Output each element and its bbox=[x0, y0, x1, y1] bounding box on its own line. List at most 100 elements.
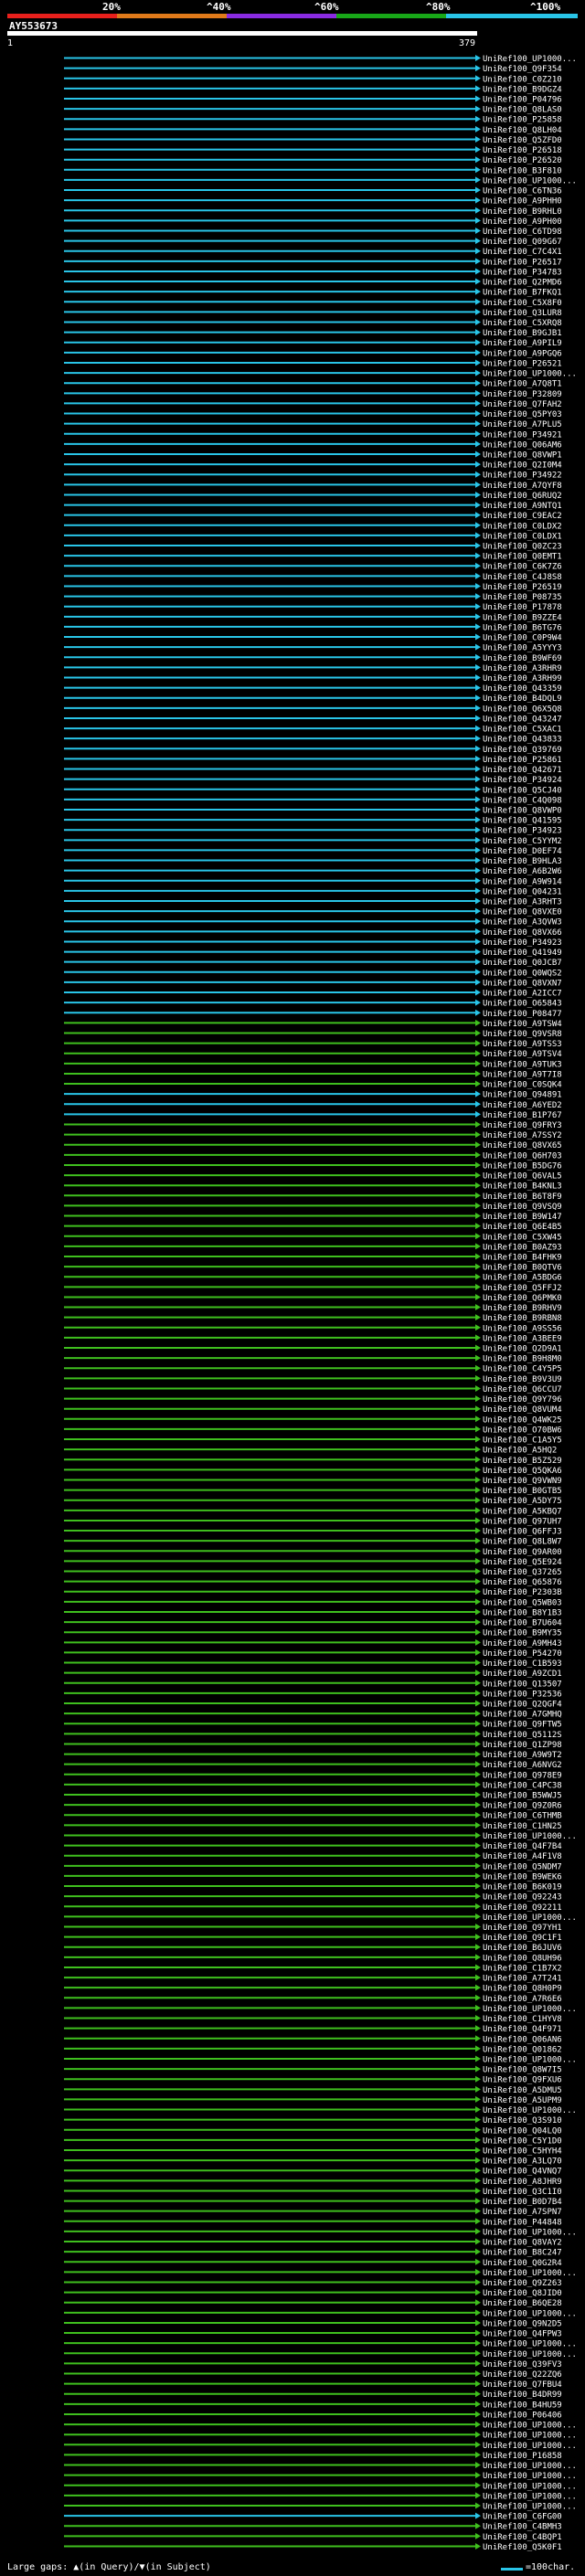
hit-row: UniRef100_C5YYM2 bbox=[64, 836, 562, 846]
hit-label: UniRef100_Q9Y796 bbox=[483, 1395, 562, 1405]
hit-label: UniRef100_A7SSY2 bbox=[483, 1131, 562, 1140]
hit-row: UniRef100_Q5QKA6 bbox=[64, 1466, 562, 1476]
hit-arrowhead bbox=[475, 2309, 481, 2316]
hit-label: UniRef100_UP1000... bbox=[483, 2492, 577, 2501]
hit-label: UniRef100_A4F1V8 bbox=[483, 1852, 562, 1861]
hit-arrowhead bbox=[475, 207, 481, 214]
hit-label: UniRef100_A5YYY3 bbox=[483, 644, 562, 653]
hit-arrowhead bbox=[475, 1019, 481, 1026]
hit-label: UniRef100_Q4FPW3 bbox=[483, 2330, 562, 2339]
hit-arrowhead bbox=[475, 1354, 481, 1362]
hit-arrowhead bbox=[475, 917, 481, 925]
hit-row: UniRef100_B7U604 bbox=[64, 1618, 562, 1628]
hit-label: UniRef100_B4FHK9 bbox=[483, 1253, 562, 1262]
hit-label: UniRef100_A7GMHQ bbox=[483, 1711, 562, 1720]
hit-row: UniRef100_A6NVG2 bbox=[64, 1761, 562, 1770]
hit-label: UniRef100_B6JUV6 bbox=[483, 1944, 562, 1953]
hit-row: UniRef100_B9GJB1 bbox=[64, 329, 562, 338]
hit-label: UniRef100_Q8VX66 bbox=[483, 928, 562, 938]
hit-label: UniRef100_Q5QKA6 bbox=[483, 1467, 562, 1476]
hit-arrowhead bbox=[475, 217, 481, 224]
hit-label: UniRef100_Q5NDM7 bbox=[483, 1862, 562, 1871]
hit-label: UniRef100_B9WF69 bbox=[483, 654, 562, 663]
hit-row: UniRef100_A9W914 bbox=[64, 877, 562, 886]
hit-label: UniRef100_Q5ZFD0 bbox=[483, 136, 562, 145]
hit-arrowhead bbox=[475, 2522, 481, 2529]
hit-label: UniRef100_Q37265 bbox=[483, 1568, 562, 1577]
hit-label: UniRef100_A7QYF8 bbox=[483, 482, 562, 491]
hit-arrowhead bbox=[475, 2126, 481, 2134]
hit-row: UniRef100_Q6FFJ3 bbox=[64, 1527, 562, 1537]
hit-arrowhead bbox=[475, 1487, 481, 1494]
hit-arrowhead bbox=[475, 248, 481, 255]
hit-label: UniRef100_Q8VUM4 bbox=[483, 1405, 562, 1415]
hit-label: UniRef100_Q39769 bbox=[483, 746, 562, 755]
hit-row: UniRef100_P34923 bbox=[64, 938, 562, 948]
hit-row: UniRef100_Q6CCU7 bbox=[64, 1384, 562, 1394]
hit-label: UniRef100_Q8L8W7 bbox=[483, 1538, 562, 1547]
hit-arrowhead bbox=[475, 1121, 481, 1129]
hit-row: UniRef100_Q3C1I0 bbox=[64, 2187, 562, 2197]
hit-row: UniRef100_P32809 bbox=[64, 389, 562, 399]
hit-row: UniRef100_B9RBN8 bbox=[64, 1314, 562, 1323]
scale-segment-cyan bbox=[446, 14, 578, 18]
hit-label: UniRef100_Q0EMT1 bbox=[483, 553, 562, 562]
hit-label: UniRef100_A9PIL9 bbox=[483, 339, 562, 348]
hit-label: UniRef100_C0P9W4 bbox=[483, 634, 562, 643]
hit-label: UniRef100_B8C247 bbox=[483, 2249, 562, 2258]
hit-arrowhead bbox=[475, 542, 481, 549]
hit-row: UniRef100_Q6E4B5 bbox=[64, 1223, 562, 1232]
hit-label: UniRef100_P16858 bbox=[483, 2452, 562, 2461]
hit-arrowhead bbox=[475, 1872, 481, 1880]
hit-row: UniRef100_C6K7Z6 bbox=[64, 562, 562, 572]
hit-arrowhead bbox=[475, 552, 481, 559]
hit-row: UniRef100_P06406 bbox=[64, 2411, 562, 2420]
hit-label: UniRef100_P08477 bbox=[483, 1010, 562, 1019]
hit-label: UniRef100_Q92211 bbox=[483, 1903, 562, 1913]
hit-arrowhead bbox=[475, 1720, 481, 1727]
hit-arrowhead bbox=[475, 1588, 481, 1595]
hit-arrowhead bbox=[475, 562, 481, 569]
hit-row: UniRef100_C0LDX1 bbox=[64, 532, 562, 541]
hit-arrowhead bbox=[475, 1628, 481, 1636]
hit-row: UniRef100_UP1000... bbox=[64, 1913, 577, 1923]
hit-arrowhead bbox=[475, 339, 481, 346]
hit-arrowhead bbox=[475, 2065, 481, 2072]
hit-label: UniRef100_O65843 bbox=[483, 1000, 562, 1009]
hit-label: UniRef100_Q4WK25 bbox=[483, 1415, 562, 1425]
hit-row: UniRef100_B9DGZ4 bbox=[64, 85, 562, 94]
hit-row: UniRef100_B9RHL0 bbox=[64, 207, 562, 217]
hit-arrowhead bbox=[475, 1852, 481, 1860]
hit-arrowhead bbox=[475, 481, 481, 488]
hit-row: UniRef100_P17878 bbox=[64, 603, 562, 612]
hit-arrowhead bbox=[475, 85, 481, 92]
hit-row: UniRef100_A7PLU5 bbox=[64, 420, 562, 429]
hit-arrowhead bbox=[475, 2401, 481, 2408]
hit-label: UniRef100_Q8VWP1 bbox=[483, 451, 562, 460]
hit-arrowhead bbox=[475, 399, 481, 407]
hit-arrowhead bbox=[475, 2055, 481, 2062]
hit-arrowhead bbox=[475, 938, 481, 945]
hit-row: UniRef100_Q5PY03 bbox=[64, 410, 562, 419]
hit-label: UniRef100_P32536 bbox=[483, 1690, 562, 1699]
hit-arrowhead bbox=[475, 1771, 481, 1778]
hit-row: UniRef100_UP1000... bbox=[64, 2441, 577, 2451]
hit-arrowhead bbox=[475, 1293, 481, 1300]
hit-arrowhead bbox=[475, 1090, 481, 1097]
hit-arrowhead bbox=[475, 1608, 481, 1616]
hit-label: UniRef100_Q2PMD6 bbox=[483, 279, 562, 288]
hit-arrowhead bbox=[475, 1426, 481, 1433]
identity-scale-bar: 20% ^40% ^60% ^80% ^100% bbox=[7, 1, 578, 18]
hit-row: UniRef100_P34924 bbox=[64, 776, 562, 785]
hit-row: UniRef100_P26520 bbox=[64, 156, 562, 165]
hit-label: UniRef100_B3F810 bbox=[483, 166, 562, 175]
hit-arrowhead bbox=[475, 887, 481, 895]
hit-arrowhead bbox=[475, 176, 481, 184]
hit-arrowhead bbox=[475, 1557, 481, 1564]
hit-row: UniRef100_Q9FXU6 bbox=[64, 2075, 562, 2085]
hit-label: UniRef100_A7T241 bbox=[483, 1975, 562, 1984]
axis-end-label: 379 bbox=[459, 38, 475, 48]
hit-arrowhead bbox=[475, 593, 481, 600]
hit-arrowhead bbox=[475, 674, 481, 681]
hit-row: UniRef100_Q8VXN7 bbox=[64, 979, 562, 988]
